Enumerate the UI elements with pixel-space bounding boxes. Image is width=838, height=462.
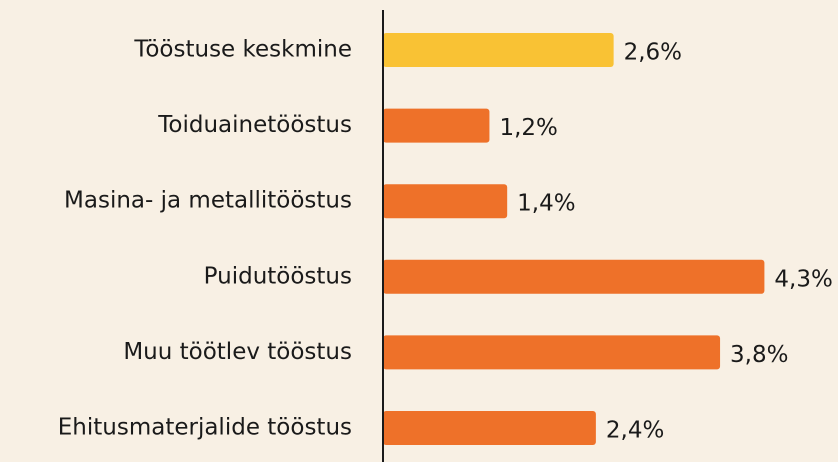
bar xyxy=(383,33,614,67)
value-label: 3,8% xyxy=(730,342,788,368)
value-label: 1,2% xyxy=(499,115,557,141)
value-label: 2,6% xyxy=(624,40,682,66)
category-label: Tööstuse keskmine xyxy=(133,37,352,63)
value-label: 1,4% xyxy=(517,191,575,217)
value-label: 2,4% xyxy=(606,418,664,444)
category-label: Puidutööstus xyxy=(204,263,352,289)
bar xyxy=(383,108,490,143)
category-label: Toiduainetööstus xyxy=(157,112,352,138)
bar xyxy=(383,335,721,370)
value-label: 4,3% xyxy=(774,266,832,292)
category-label: Muu töötlev tööstus xyxy=(123,339,352,365)
bar xyxy=(383,411,596,445)
category-label: Ehitusmaterjalide tööstus xyxy=(58,415,352,441)
bar xyxy=(383,184,508,219)
bar xyxy=(383,259,765,294)
category-label: Masina- ja metallitööstus xyxy=(64,188,352,214)
